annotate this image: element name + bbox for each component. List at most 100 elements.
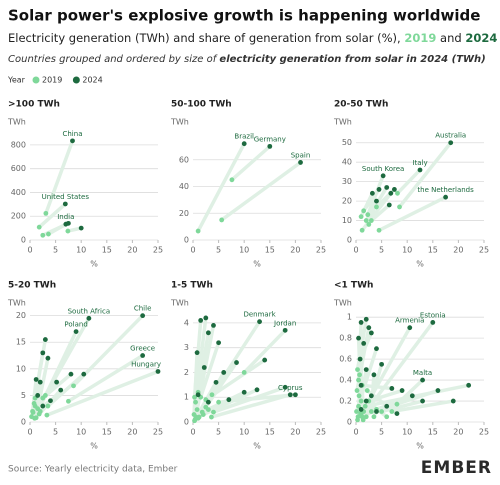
point xyxy=(430,320,436,325)
point xyxy=(45,403,51,409)
point xyxy=(364,388,370,393)
point xyxy=(226,397,232,403)
point xyxy=(358,320,364,325)
x-tick-label: 25 xyxy=(153,428,163,437)
point xyxy=(371,414,377,420)
point-label: Malta xyxy=(413,369,432,377)
point-label: United States xyxy=(42,193,90,201)
point xyxy=(376,227,382,233)
connector xyxy=(44,139,75,216)
connector xyxy=(219,160,303,222)
panel: 50-100 TWh TWh% 0 20 40 60 0 5 10 15 20 25 Brazil Ger… xyxy=(170,100,326,269)
point xyxy=(48,398,53,404)
x-axis-label: % xyxy=(253,260,261,269)
point xyxy=(394,401,400,407)
x-tick-label: 0 xyxy=(27,428,32,437)
point xyxy=(380,173,386,179)
x-tick-label: 25 xyxy=(316,428,326,437)
y-tick-label: 20 xyxy=(342,197,352,206)
legend-marker xyxy=(72,76,80,84)
panel-title: 50-100 TWh xyxy=(171,100,232,110)
point xyxy=(298,160,303,165)
connector xyxy=(204,360,239,409)
panel: 20-50 TWh TWh% 0 10 20 30 40 50 0 5 10 15 20 25 Austra… xyxy=(333,100,489,269)
x-axis-label: % xyxy=(416,442,424,451)
point xyxy=(389,409,395,414)
connector xyxy=(46,372,86,408)
point xyxy=(216,340,222,346)
source: Source: Yearly electricity data, Ember xyxy=(8,465,178,475)
point xyxy=(397,204,402,210)
point xyxy=(435,388,441,393)
x-axis-label: % xyxy=(90,260,98,269)
point xyxy=(211,409,216,415)
y-tick-label: 30 xyxy=(342,177,352,186)
legend-label: 2019 xyxy=(42,76,62,85)
panel-title: <1 TWh xyxy=(334,281,373,291)
x-tick-label: 0 xyxy=(190,246,195,255)
point xyxy=(354,388,360,393)
point xyxy=(213,379,219,385)
y-tick-label: 10 xyxy=(16,364,26,373)
x-tick-label: 5 xyxy=(53,428,58,437)
point xyxy=(203,315,209,321)
point xyxy=(68,371,74,377)
point-label: Greece xyxy=(130,345,155,353)
point xyxy=(360,417,366,423)
point xyxy=(86,315,92,321)
connector xyxy=(377,195,448,233)
y-tick-label: 0 xyxy=(347,418,352,427)
point-label: Chile xyxy=(134,305,152,313)
point xyxy=(420,398,425,404)
subtitle: Electricity generation (TWh) and share o… xyxy=(8,31,497,45)
point xyxy=(73,329,79,335)
x-tick-label: 15 xyxy=(265,246,275,255)
point xyxy=(407,325,413,331)
point xyxy=(358,382,364,388)
connector xyxy=(390,399,456,414)
point xyxy=(358,411,364,417)
point xyxy=(450,398,456,404)
point-label: Jordan xyxy=(273,319,296,327)
point xyxy=(357,356,363,362)
point xyxy=(209,392,215,398)
panel-title: 5-20 TWh xyxy=(8,281,56,291)
point-label: South Africa xyxy=(68,307,111,315)
point-label: Poland xyxy=(64,321,87,329)
point xyxy=(66,220,71,226)
point xyxy=(194,350,200,356)
point xyxy=(234,360,239,365)
x-tick-label: 5 xyxy=(53,246,58,255)
point xyxy=(37,379,43,385)
y-tick-label: 40 xyxy=(179,182,189,191)
x-tick-label: 15 xyxy=(102,246,112,255)
y-tick-label: 0.2 xyxy=(339,397,352,406)
point xyxy=(379,361,384,367)
point xyxy=(44,412,50,418)
y-tick-label: 400 xyxy=(11,188,26,197)
point xyxy=(443,194,448,200)
point xyxy=(194,407,200,413)
x-tick-label: 0 xyxy=(27,246,32,255)
point xyxy=(201,365,207,370)
point xyxy=(40,403,46,409)
point-label: Spain xyxy=(291,151,311,159)
connector xyxy=(397,140,453,209)
connector xyxy=(45,369,160,417)
point xyxy=(140,313,146,319)
point xyxy=(71,383,76,389)
point xyxy=(35,393,41,398)
point xyxy=(267,143,273,149)
y-tick-label: 2 xyxy=(184,368,189,377)
y-tick-label: 10 xyxy=(342,216,352,225)
point xyxy=(394,411,400,417)
panel: 5-20 TWh TWh% 0 5 10 15 20 0 5 10 15 20 25 South Afri… xyxy=(7,281,163,451)
point xyxy=(384,414,390,420)
connector xyxy=(360,383,394,391)
x-tick-label: 25 xyxy=(479,246,489,255)
connector xyxy=(66,353,145,404)
x-tick-label: 10 xyxy=(76,428,86,437)
y-tick-label: 0 xyxy=(347,236,352,245)
point xyxy=(363,398,369,404)
